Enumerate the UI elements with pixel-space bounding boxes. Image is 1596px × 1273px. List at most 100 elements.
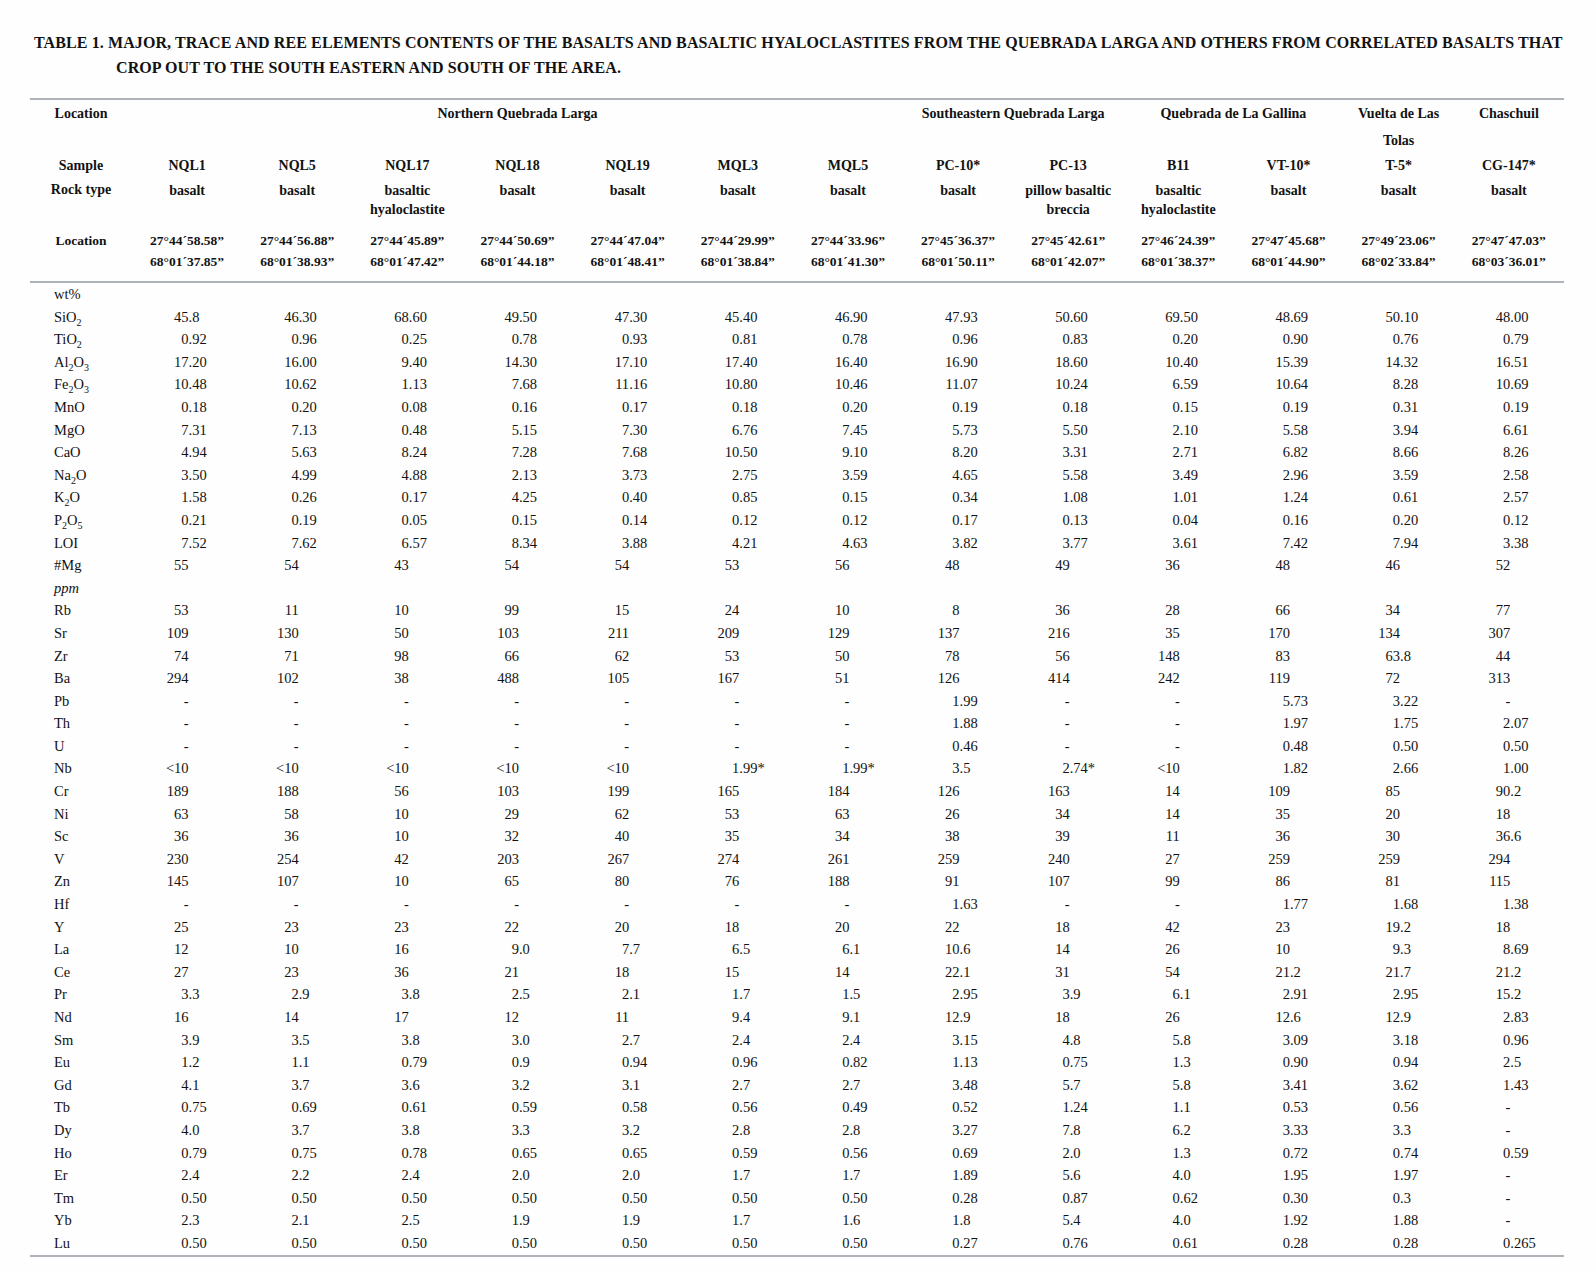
value-cell: 26: [1123, 938, 1233, 961]
row-label: Al2O3: [30, 351, 132, 374]
value-cell: 0.20: [793, 396, 903, 419]
value-cell: 2.58: [1454, 464, 1564, 487]
value-cell: 7.42: [1233, 532, 1343, 555]
value-cell: 107: [242, 870, 352, 893]
value-cell: -: [1123, 735, 1233, 758]
value-cell: 2.4: [793, 1029, 903, 1052]
value-cell: 2.57: [1454, 486, 1564, 509]
value-cell: 0.74: [1344, 1142, 1454, 1165]
value-cell: 0.79: [1454, 328, 1564, 351]
value-cell: 0.20: [1123, 328, 1233, 351]
longitude: 68°03´36.01”: [1454, 251, 1564, 272]
value-cell: 29: [462, 803, 572, 826]
longitude: 68°01´38.37”: [1123, 251, 1233, 272]
value-cell: 24: [683, 599, 793, 622]
row-label: Sr: [30, 622, 132, 645]
value-cell: 14: [242, 1006, 352, 1029]
value-cell: 3.2: [573, 1119, 683, 1142]
value-cell: 35: [1233, 803, 1343, 826]
value-cell: -: [242, 735, 352, 758]
value-cell: 0.50: [352, 1187, 462, 1210]
value-cell: 48.00: [1454, 306, 1564, 329]
value-cell: 12.9: [1344, 1006, 1454, 1029]
longitude: 68°01´41.30”: [793, 251, 903, 272]
value-cell: 4.1: [132, 1074, 242, 1097]
value-cell: 1.6: [793, 1209, 903, 1232]
longitude: 68°01´47.42”: [352, 251, 462, 272]
value-cell: 0.19: [1233, 396, 1343, 419]
value-cell: 17.40: [683, 351, 793, 374]
row-label: Sm: [30, 1029, 132, 1052]
value-cell: 76: [683, 870, 793, 893]
value-cell: 15.39: [1233, 351, 1343, 374]
table-row: SiO245.846.3068.6049.5047.3045.4046.9047…: [30, 306, 1564, 329]
value-cell: 3.94: [1344, 419, 1454, 442]
value-cell: 7.45: [793, 419, 903, 442]
latitude: 27°44´45.89”: [352, 230, 462, 251]
value-cell: 0.28: [1233, 1232, 1343, 1256]
value-cell: -: [1013, 690, 1123, 713]
value-cell: 3.09: [1233, 1029, 1343, 1052]
paper-page: TABLE 1. MAJOR, TRACE AND REE ELEMENTS C…: [0, 0, 1596, 1273]
value-cell: 0.50: [242, 1187, 352, 1210]
row-label: #Mg: [30, 554, 132, 577]
value-cell: -: [683, 893, 793, 916]
value-cell: 2.74*: [1013, 757, 1123, 780]
geochemistry-table: LocationNorthern Quebrada LargaSoutheast…: [30, 98, 1564, 1257]
value-cell: 48: [903, 554, 1013, 577]
value-cell: 3.3: [1344, 1119, 1454, 1142]
value-cell: 4.65: [903, 464, 1013, 487]
value-cell: 0.79: [352, 1051, 462, 1074]
value-cell: 0.69: [242, 1096, 352, 1119]
value-cell: 0.12: [683, 509, 793, 532]
value-cell: 18: [1454, 916, 1564, 939]
coordinates: 27°45´36.37”68°01´50.11”: [903, 230, 1013, 282]
value-cell: 2.0: [573, 1164, 683, 1187]
value-cell: 4.0: [1123, 1209, 1233, 1232]
value-cell: 8.20: [903, 441, 1013, 464]
value-cell: 10.48: [132, 373, 242, 396]
value-cell: 3.41: [1233, 1074, 1343, 1097]
value-cell: 0.50: [683, 1232, 793, 1256]
value-cell: 90.2: [1454, 780, 1564, 803]
rock-type: pillow basaltic breccia: [1013, 180, 1123, 230]
value-cell: 15.2: [1454, 983, 1564, 1006]
table-row: La1210169.07.76.56.110.61426109.38.69: [30, 938, 1564, 961]
value-cell: 5.63: [242, 441, 352, 464]
coordinates: 27°44´45.89”68°01´47.42”: [352, 230, 462, 282]
value-cell: 9.1: [793, 1006, 903, 1029]
value-cell: 0.96: [1454, 1029, 1564, 1052]
value-cell: 0.15: [1123, 396, 1233, 419]
value-cell: 5.4: [1013, 1209, 1123, 1232]
value-cell: 2.0: [462, 1164, 572, 1187]
row-label: V: [30, 848, 132, 871]
value-cell: 6.1: [1123, 983, 1233, 1006]
coordinates: 27°44´50.69”68°01´44.18”: [462, 230, 572, 282]
value-cell: 0.96: [903, 328, 1013, 351]
value-cell: 99: [1123, 870, 1233, 893]
value-cell: 2.71: [1123, 441, 1233, 464]
value-cell: 0.92: [132, 328, 242, 351]
value-cell: 0.96: [242, 328, 352, 351]
value-cell: 63: [793, 803, 903, 826]
value-cell: -: [352, 735, 462, 758]
value-cell: 0.13: [1013, 509, 1123, 532]
value-cell: 10.24: [1013, 373, 1123, 396]
value-cell: 0.50: [1454, 735, 1564, 758]
value-cell: 12.6: [1233, 1006, 1343, 1029]
value-cell: 63: [132, 803, 242, 826]
value-cell: -: [1123, 893, 1233, 916]
rock-type: basalt: [683, 180, 793, 230]
rock-type: basalt: [242, 180, 352, 230]
value-cell: 2.66: [1344, 757, 1454, 780]
value-cell: 7.62: [242, 532, 352, 555]
coordinates: 27°47´45.68”68°01´44.90”: [1233, 230, 1343, 282]
value-cell: 0.16: [462, 396, 572, 419]
value-cell: 0.93: [573, 328, 683, 351]
value-cell: 103: [462, 622, 572, 645]
value-cell: 1.63: [903, 893, 1013, 916]
value-cell: 1.2: [132, 1051, 242, 1074]
value-cell: 2.9: [242, 983, 352, 1006]
value-cell: 107: [1013, 870, 1123, 893]
value-cell: 1.13: [903, 1051, 1013, 1074]
